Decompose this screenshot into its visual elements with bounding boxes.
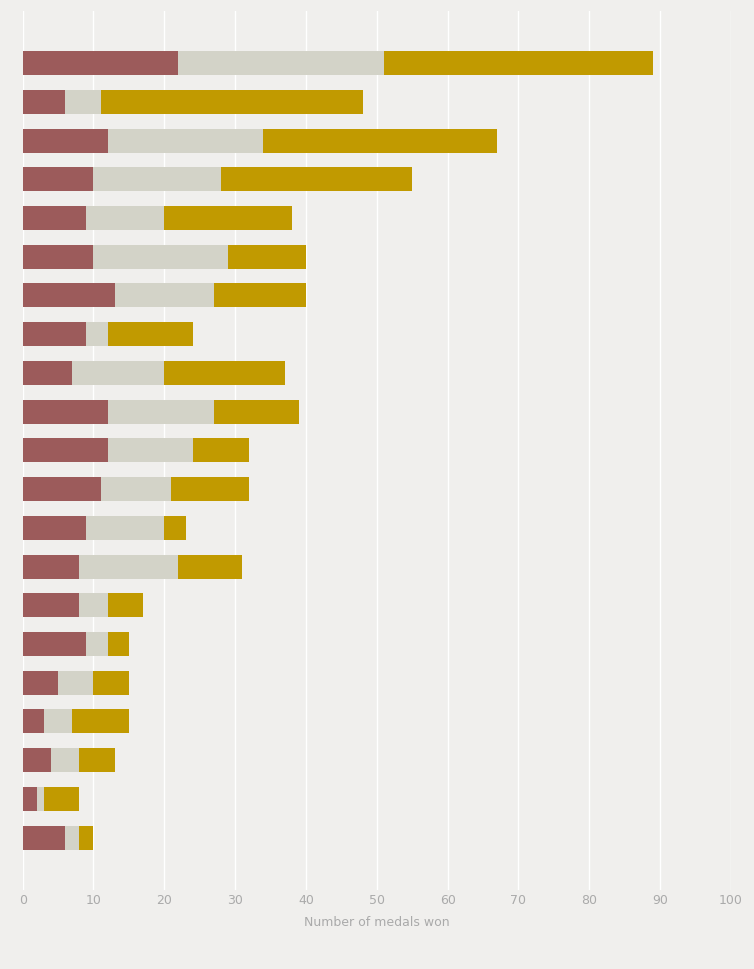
Bar [23,477,100,501]
Bar [115,284,214,307]
Bar [23,399,108,423]
Bar [23,709,44,734]
Bar [23,593,79,617]
Bar [23,632,87,656]
Bar [79,748,115,772]
Bar [23,90,65,113]
Bar [171,477,250,501]
Bar [23,168,93,191]
Bar [23,322,87,346]
Bar [37,787,44,811]
Bar [51,748,79,772]
Bar [164,206,292,230]
Bar [65,826,79,850]
Bar [384,51,653,75]
Bar [108,632,129,656]
Bar [23,284,115,307]
Bar [23,748,51,772]
Bar [100,90,363,113]
Bar [263,129,497,152]
Bar [23,206,87,230]
X-axis label: Number of medals won: Number of medals won [304,916,449,929]
Bar [93,671,129,695]
Bar [58,671,93,695]
Bar [72,709,129,734]
Bar [44,709,72,734]
Bar [87,322,108,346]
Bar [23,129,108,152]
Bar [179,554,242,578]
Bar [23,360,72,385]
Bar [23,671,58,695]
Bar [108,438,192,462]
Bar [87,206,164,230]
Bar [23,554,79,578]
Bar [221,168,412,191]
Bar [228,245,306,268]
Bar [192,438,250,462]
Bar [23,787,37,811]
Bar [79,593,108,617]
Bar [108,593,143,617]
Bar [108,399,214,423]
Bar [23,826,65,850]
Bar [87,516,164,540]
Bar [108,129,263,152]
Bar [44,787,79,811]
Bar [93,168,221,191]
Bar [79,826,93,850]
Bar [164,516,185,540]
Bar [72,360,164,385]
Bar [79,554,179,578]
Bar [100,477,171,501]
Bar [164,360,285,385]
Bar [23,51,179,75]
Bar [23,438,108,462]
Bar [23,516,87,540]
Bar [93,245,228,268]
Bar [23,245,93,268]
Bar [179,51,384,75]
Bar [214,399,299,423]
Bar [65,90,100,113]
Bar [87,632,108,656]
Bar [214,284,306,307]
Bar [108,322,192,346]
